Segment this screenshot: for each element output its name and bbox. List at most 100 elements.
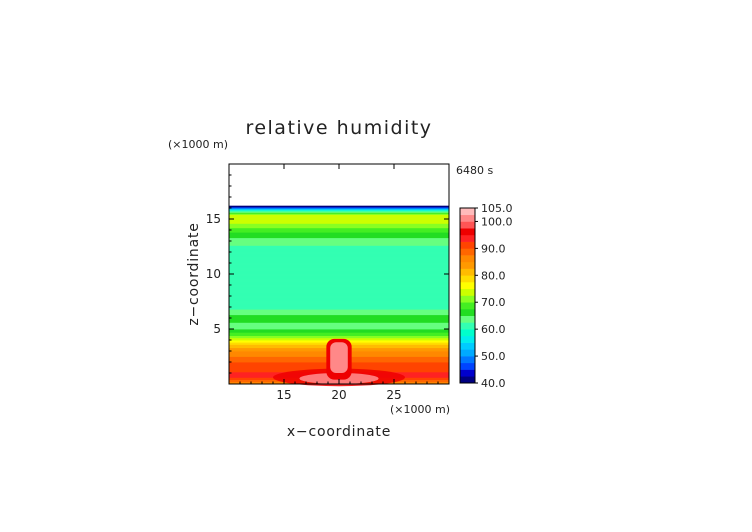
colorbar-tick-label: 90.0	[481, 242, 506, 255]
field-band	[229, 290, 449, 292]
field-band	[229, 248, 449, 251]
field-band	[229, 230, 449, 232]
field-band	[229, 280, 449, 283]
field-band	[229, 312, 449, 314]
field-band	[229, 330, 449, 332]
field-band	[229, 315, 449, 318]
field-band	[229, 243, 449, 245]
colorbar-tick-label: 105.0	[481, 202, 513, 215]
colorbar-swatch	[460, 255, 475, 263]
field-band	[229, 265, 449, 267]
field-band	[229, 302, 449, 305]
field-band	[229, 286, 449, 288]
z-tick-label: 5	[213, 322, 221, 336]
colorbar-swatch	[460, 356, 475, 364]
field-band	[229, 217, 449, 220]
field-band	[229, 314, 449, 317]
field-band	[229, 249, 449, 252]
field-band	[229, 208, 449, 210]
field-band	[229, 304, 449, 307]
colorbar-frame	[459, 207, 476, 384]
field-band	[229, 222, 449, 224]
field-band	[229, 271, 449, 274]
field-band	[229, 238, 449, 241]
colorbar-swatch	[460, 295, 475, 303]
colorbar-swatch	[460, 261, 475, 269]
field-band	[229, 303, 449, 306]
field-band	[229, 301, 449, 303]
colorbar-swatch	[460, 228, 475, 236]
field-band	[229, 263, 449, 265]
field-band	[229, 261, 449, 264]
field-band	[229, 233, 449, 235]
x-unit-label: (×1000 m)	[390, 403, 450, 416]
field-band	[229, 209, 449, 211]
field-band	[229, 223, 449, 225]
field-band	[229, 313, 449, 316]
field-band	[229, 219, 449, 221]
field-band	[229, 224, 449, 226]
field-band	[229, 298, 449, 300]
field-band	[229, 250, 449, 253]
field-band	[229, 291, 449, 294]
field-band	[229, 257, 449, 259]
colorbar-swatch	[460, 315, 475, 323]
field-band	[229, 244, 449, 246]
field-band	[229, 213, 449, 215]
field-band	[229, 293, 449, 296]
field-band	[229, 225, 449, 228]
colorbar-tick-label: 60.0	[481, 323, 506, 336]
field-band	[229, 236, 449, 239]
field-band	[229, 252, 449, 254]
field-band	[229, 272, 449, 275]
y-axis-label: z−coordinate	[186, 222, 202, 325]
field-band	[229, 264, 449, 266]
colorbar-swatch	[460, 329, 475, 337]
colorbar-swatch	[460, 335, 475, 343]
field-band	[229, 289, 449, 291]
field-band	[229, 288, 449, 290]
field-band	[229, 320, 449, 322]
z-unit-label: (×1000 m)	[168, 138, 228, 151]
field-band	[229, 256, 449, 258]
field-band	[229, 296, 449, 298]
x-tick-label: 20	[331, 388, 346, 402]
chart-title: relative humidity	[245, 117, 432, 139]
field-band	[229, 324, 449, 327]
field-band	[229, 226, 449, 229]
colorbar-swatch	[460, 221, 475, 229]
field-band	[229, 278, 449, 280]
field-band	[229, 221, 449, 223]
field-band	[229, 326, 449, 329]
field-band	[229, 211, 449, 213]
field-band	[229, 308, 449, 310]
colorbar-swatch	[460, 241, 475, 249]
field-band	[229, 210, 449, 212]
field-band	[229, 336, 449, 339]
field-band	[229, 258, 449, 261]
field-band	[229, 294, 449, 297]
colorbar-tick-label: 80.0	[481, 269, 506, 282]
field-band	[229, 227, 449, 230]
colorbar-swatch	[460, 208, 475, 216]
colorbar-swatch	[460, 268, 475, 276]
field-band	[229, 267, 449, 269]
field-band	[229, 275, 449, 277]
field-band	[229, 205, 449, 208]
colorbar-swatch	[460, 362, 475, 370]
field-band	[229, 260, 449, 263]
field-band	[229, 299, 449, 301]
colorbar-swatch	[460, 302, 475, 310]
field-band	[229, 309, 449, 311]
field-band	[229, 331, 449, 333]
field-band	[229, 329, 449, 331]
field-band	[229, 285, 449, 287]
field-band	[229, 212, 449, 214]
colorbar-swatch	[460, 275, 475, 283]
colorbar-swatch	[460, 342, 475, 350]
colorbar-swatch	[460, 214, 475, 222]
field-band	[229, 253, 449, 255]
colorbar-swatch	[460, 322, 475, 330]
colorbar-swatch	[460, 376, 475, 384]
